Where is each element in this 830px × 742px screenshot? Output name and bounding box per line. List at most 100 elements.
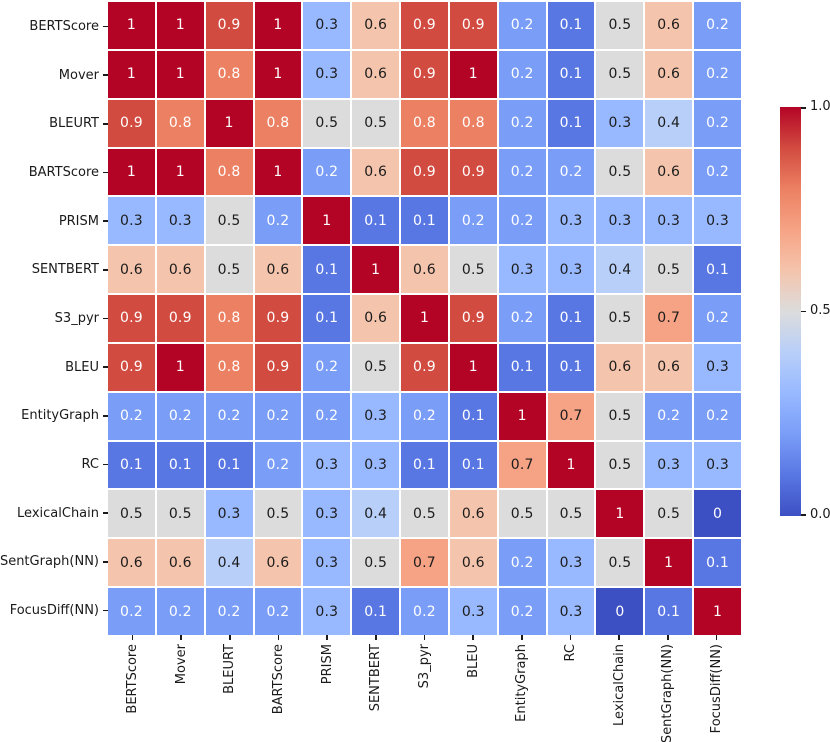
heatmap-cell: 0.3 (303, 50, 351, 98)
y-tick-label: SENTBERT (0, 245, 108, 294)
heatmap-cell: 0.2 (498, 2, 546, 49)
heatmap-cell: 0.1 (205, 441, 253, 489)
heatmap-cell: 0.8 (254, 99, 302, 147)
heatmap-cell: 0.1 (547, 99, 595, 147)
heatmap-cell: 0.3 (303, 588, 351, 635)
heatmap-cell: 0.2 (449, 197, 497, 245)
y-tick-label-text: FocusDiff(NN) (9, 603, 99, 619)
y-tick-label: FocusDiff(NN) (0, 586, 108, 635)
axis-tick (228, 635, 231, 640)
y-tick-label: PRISM (0, 197, 108, 246)
x-tick-label-text: PRISM (319, 644, 335, 685)
heatmap-cell: 0.9 (401, 50, 448, 98)
heatmap-cell: 0.3 (352, 392, 400, 440)
heatmap-cell: 0.3 (303, 539, 351, 587)
heatmap-cell: 0.8 (205, 343, 253, 391)
heatmap-cell: 1 (547, 441, 595, 489)
x-tick-label-text: RC (563, 644, 579, 662)
heatmap-cell: 0.5 (108, 490, 155, 538)
y-tick-label: BLEU (0, 343, 108, 392)
heatmap-cell: 0.1 (547, 2, 595, 49)
axis-tick (423, 635, 426, 640)
heatmap-cell: 0.6 (108, 246, 155, 294)
y-tick-label: BERTScore (0, 2, 108, 51)
x-tick-label-text: BLEURT (222, 644, 238, 694)
heatmap-cell: 1 (156, 343, 204, 391)
heatmap-cell: 0.5 (449, 246, 497, 294)
heatmap-cell: 0.4 (645, 99, 693, 147)
x-tick-label: BARTScore (254, 635, 303, 714)
heatmap-cell: 0.3 (694, 343, 741, 391)
x-tick-label-text: FocusDiff(NN) (709, 644, 725, 734)
heatmap-cell: 0.2 (303, 343, 351, 391)
heatmap-cell: 0.6 (352, 2, 400, 49)
x-tick-label: EntityGraph (498, 635, 547, 722)
heatmap-cell: 0.3 (547, 246, 595, 294)
y-tick-label: S3_pyr (0, 294, 108, 343)
heatmap-cell: 0.3 (547, 588, 595, 635)
heatmap-cell: 0.8 (449, 99, 497, 147)
heatmap-cell: 0.3 (645, 197, 693, 245)
y-tick-label-text: LexicalChain (17, 505, 99, 521)
axis-tick (103, 171, 108, 174)
heatmap-cell: 0.5 (645, 246, 693, 294)
heatmap-cell: 0.6 (645, 343, 693, 391)
heatmap-cell: 0.8 (401, 99, 448, 147)
heatmap-cell: 0.3 (303, 441, 351, 489)
heatmap-cell: 0.7 (645, 295, 693, 342)
heatmap-cell: 1 (108, 148, 155, 196)
heatmap-cell: 0.5 (254, 490, 302, 538)
heatmap-cell: 0.1 (108, 441, 155, 489)
heatmap-cell: 0.6 (596, 343, 644, 391)
heatmap-cell: 0.9 (401, 2, 448, 49)
heatmap-cell: 0.2 (254, 441, 302, 489)
heatmap-cell: 1 (108, 2, 155, 49)
axis-tick (521, 635, 523, 640)
heatmap-cell: 0.3 (547, 539, 595, 587)
heatmap-cell: 0.3 (596, 99, 644, 147)
x-tick-label-text: LexicalChain (611, 644, 627, 726)
heatmap-cell: 0.1 (547, 50, 595, 98)
y-tick-label: Mover (0, 51, 108, 100)
y-tick-label-text: BARTScore (28, 164, 99, 180)
heatmap-cell: 1 (108, 50, 155, 98)
heatmap-cell: 0.9 (108, 343, 155, 391)
heatmap-cell: 0.5 (596, 441, 644, 489)
heatmap-cell: 0.2 (156, 392, 204, 440)
axis-tick (375, 635, 377, 640)
axis-tick (277, 635, 280, 640)
y-tick-label-text: BLEURT (49, 116, 99, 132)
axis-tick (715, 635, 718, 640)
y-tick-label-text: BLEU (65, 359, 99, 375)
heatmap-cell: 0.5 (645, 490, 693, 538)
heatmap-cell: 0.5 (352, 99, 400, 147)
axis-tick (131, 635, 134, 640)
x-tick-label: RC (546, 635, 595, 661)
heatmap-cell: 0.6 (156, 246, 204, 294)
heatmap-cell: 0.1 (547, 295, 595, 342)
heatmap-cell: 0.9 (254, 343, 302, 391)
heatmap-cell: 1 (694, 588, 741, 635)
heatmap-cell: 0.5 (303, 99, 351, 147)
heatmap-cell: 0.7 (547, 392, 595, 440)
heatmap-cell: 0.6 (108, 539, 155, 587)
heatmap-cell: 0.6 (156, 539, 204, 587)
heatmap-cell: 0.5 (596, 539, 644, 587)
heatmap-cell: 0.2 (498, 148, 546, 196)
heatmap-cell: 0.3 (547, 197, 595, 245)
heatmap-cell: 0.5 (596, 2, 644, 49)
x-tick-label: BLEURT (205, 635, 254, 694)
heatmap-cell: 0.2 (254, 197, 302, 245)
heatmap-cell: 0.5 (205, 197, 253, 245)
colorbar-gradient (780, 107, 801, 516)
axis-tick (103, 220, 108, 222)
heatmap-cell: 0.2 (498, 295, 546, 342)
heatmap-cell: 0.1 (694, 246, 741, 294)
y-tick-label-text: RC (81, 457, 99, 473)
heatmap-cell: 0.3 (449, 588, 497, 635)
x-tick-label-text: Mover (173, 644, 189, 685)
heatmap-cell: 0.9 (254, 295, 302, 342)
colorbar-tick (801, 107, 806, 109)
heatmap-cell: 0.7 (498, 441, 546, 489)
